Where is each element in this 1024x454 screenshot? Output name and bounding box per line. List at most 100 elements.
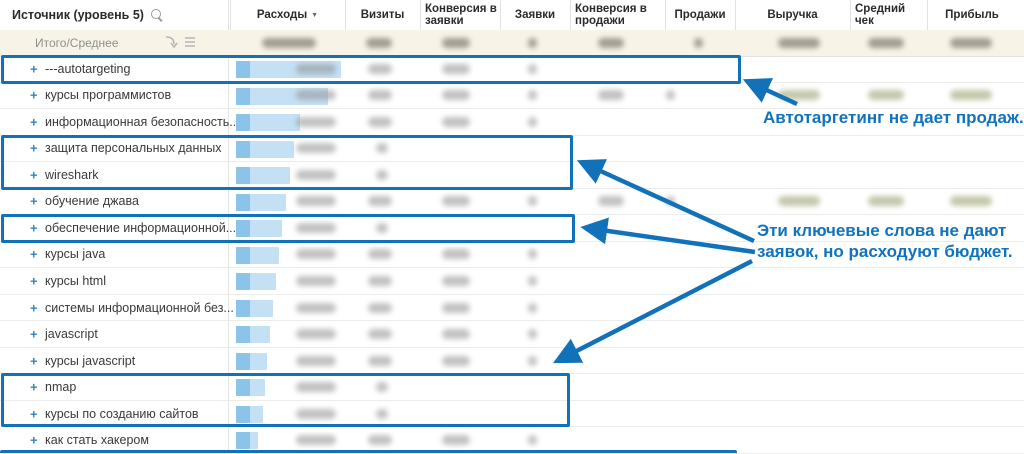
blurred-value — [442, 116, 470, 127]
expand-row-button[interactable]: + — [30, 406, 38, 422]
column-header-conv_sales[interactable]: Конверсия в продажи — [570, 0, 665, 30]
expand-row-button[interactable]: + — [30, 273, 38, 289]
list-view-icon[interactable] — [184, 37, 196, 47]
blurred-value — [528, 329, 537, 340]
highlight-box — [1, 135, 573, 190]
blurred-value — [950, 90, 992, 101]
column-header-label: Конверсия в продажи — [575, 3, 647, 27]
column-header-profit[interactable]: Прибыль — [927, 0, 1017, 30]
linearize-icon[interactable] — [165, 36, 178, 48]
expand-row-button[interactable]: + — [30, 167, 38, 183]
table-row[interactable]: + обучение джава — [0, 189, 1024, 216]
column-header-visits[interactable]: Визиты — [345, 0, 420, 30]
blurred-value — [376, 222, 388, 233]
annotation-line: Эти ключевые слова не дают — [757, 221, 1007, 240]
keyword-label[interactable]: как стать хакером — [45, 433, 149, 448]
annotation-line: Автотаргетинг не дает продаж. — [763, 108, 1024, 127]
blurred-value — [442, 249, 470, 260]
expand-row-button[interactable]: + — [30, 87, 38, 103]
blurred-value — [296, 249, 336, 260]
highlight-box — [1, 55, 741, 84]
source-column-header[interactable]: Источник (уровень 5) — [12, 0, 163, 30]
keyword-label[interactable]: курсы по созданию сайтов — [45, 406, 199, 421]
keyword-label[interactable]: wireshark — [45, 167, 99, 182]
keyword-label[interactable]: информационная безопасность... — [45, 114, 240, 129]
expand-row-button[interactable]: + — [30, 140, 38, 156]
sort-desc-icon[interactable]: ▼ — [311, 12, 319, 19]
blurred-value — [296, 63, 336, 74]
keyword-label[interactable]: обучение джава — [45, 194, 139, 209]
keyword-label[interactable]: nmap — [45, 380, 77, 395]
expand-row-button[interactable]: + — [30, 432, 38, 448]
blurred-value — [442, 355, 470, 366]
expand-row-button[interactable]: + — [30, 379, 38, 395]
blurred-value — [296, 302, 336, 313]
table-row[interactable]: + курсы html — [0, 268, 1024, 295]
column-divider — [228, 0, 229, 454]
blurred-value — [694, 38, 703, 48]
table-row[interactable]: + курсы программистов — [0, 83, 1024, 110]
table-row[interactable]: + защита персональных данных — [0, 136, 1024, 163]
blurred-value — [528, 38, 537, 48]
blurred-value — [366, 38, 392, 48]
blurred-value — [528, 90, 537, 101]
expenses-bar — [236, 140, 294, 158]
blurred-value — [442, 196, 470, 207]
keyword-label[interactable]: системы информационной без... — [45, 300, 234, 315]
blurred-value — [868, 38, 904, 48]
annotation-line: заявок, но расходуют бюджет. — [757, 242, 1013, 261]
column-header-leads[interactable]: Заявки — [500, 0, 570, 30]
blurred-value — [296, 169, 336, 180]
blurred-value — [666, 196, 675, 207]
keyword-label[interactable]: javascript — [45, 327, 98, 342]
blurred-value — [442, 38, 470, 48]
table-row[interactable]: + курсы javascript — [0, 348, 1024, 375]
expand-row-button[interactable]: + — [30, 353, 38, 369]
search-icon[interactable] — [150, 9, 163, 22]
table-row[interactable]: + системы информационной без... — [0, 295, 1024, 322]
blurred-value — [368, 355, 392, 366]
expand-row-button[interactable]: + — [30, 326, 38, 342]
keyword-label[interactable]: ---autotargeting — [45, 61, 131, 76]
blurred-value — [368, 435, 392, 446]
blurred-value — [296, 222, 336, 233]
header-separator — [345, 0, 346, 30]
totals-row[interactable]: Итого/Среднее — [0, 30, 1024, 56]
blurred-value — [262, 38, 316, 48]
blurred-value — [296, 408, 336, 419]
table-row[interactable]: + курсы java — [0, 242, 1024, 269]
keyword-label[interactable]: курсы html — [45, 274, 106, 289]
column-header-conv_leads[interactable]: Конверсия в заявки — [420, 0, 500, 30]
expenses-bar — [236, 379, 265, 397]
blurred-value — [778, 38, 820, 48]
keyword-label[interactable]: защита персональных данных — [45, 141, 222, 156]
column-header-avg_check[interactable]: Средний чек — [850, 0, 927, 30]
table-row[interactable]: + javascript — [0, 321, 1024, 348]
highlight-box — [1, 214, 575, 243]
expand-row-button[interactable]: + — [30, 193, 38, 209]
column-header-revenue[interactable]: Выручка — [735, 0, 850, 30]
keyword-label[interactable]: курсы программистов — [45, 88, 172, 103]
expand-row-button[interactable]: + — [30, 300, 38, 316]
table-row[interactable]: + nmap — [0, 374, 1024, 401]
blurred-value — [442, 63, 470, 74]
header-separator — [230, 0, 231, 30]
column-header-sales[interactable]: Продажи — [665, 0, 735, 30]
keyword-label[interactable]: обеспечение информационной... — [45, 220, 237, 235]
blurred-value — [296, 329, 336, 340]
expand-row-button[interactable]: + — [30, 246, 38, 262]
blurred-value — [442, 90, 470, 101]
table-row[interactable]: + как стать хакером — [0, 427, 1024, 454]
expand-row-button[interactable]: + — [30, 220, 38, 236]
keyword-label[interactable]: курсы javascript — [45, 353, 136, 368]
blurred-value — [376, 169, 388, 180]
expand-row-button[interactable]: + — [30, 114, 38, 130]
keyword-label[interactable]: курсы java — [45, 247, 106, 262]
expand-row-button[interactable]: + — [30, 61, 38, 77]
column-header-expenses[interactable]: Расходы ▼ — [230, 0, 345, 30]
header-separator — [420, 0, 421, 30]
blurred-value — [528, 196, 537, 207]
blurred-value — [598, 90, 624, 101]
blurred-value — [376, 382, 388, 393]
header-separator — [500, 0, 501, 30]
